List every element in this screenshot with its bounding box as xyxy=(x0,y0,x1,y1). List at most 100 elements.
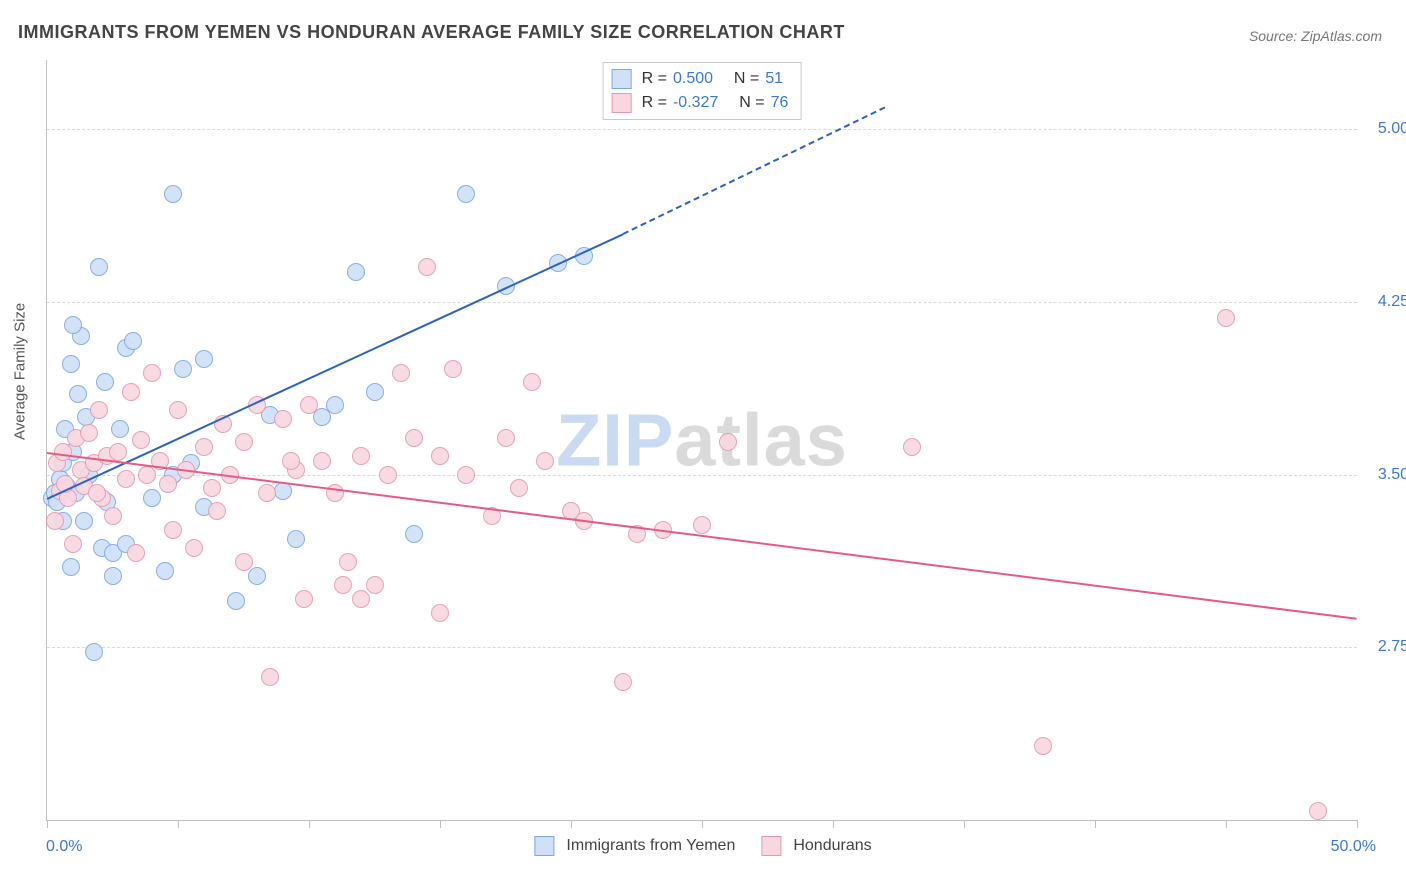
x-tick-mark xyxy=(702,820,703,828)
scatter-point-honduran xyxy=(1034,737,1052,755)
scatter-point-honduran xyxy=(185,539,203,557)
gridline-h xyxy=(47,475,1357,476)
r-label: R = xyxy=(642,91,667,115)
n-value-honduran: 76 xyxy=(771,91,789,115)
scatter-point-honduran xyxy=(352,447,370,465)
scatter-point-yemen xyxy=(62,355,80,373)
legend-swatch-honduran xyxy=(761,836,781,856)
scatter-point-honduran xyxy=(444,360,462,378)
gridline-h xyxy=(47,129,1357,130)
scatter-point-yemen xyxy=(457,185,475,203)
scatter-point-honduran xyxy=(418,258,436,276)
scatter-point-honduran xyxy=(903,438,921,456)
scatter-point-honduran xyxy=(300,396,318,414)
legend-label-yemen: Immigrants from Yemen xyxy=(566,837,735,855)
scatter-point-honduran xyxy=(334,576,352,594)
scatter-point-honduran xyxy=(122,383,140,401)
n-value-yemen: 51 xyxy=(765,67,783,91)
scatter-point-yemen xyxy=(124,332,142,350)
chart-title: IMMIGRANTS FROM YEMEN VS HONDURAN AVERAG… xyxy=(18,22,845,43)
scatter-point-yemen xyxy=(248,567,266,585)
scatter-point-honduran xyxy=(497,429,515,447)
scatter-point-yemen xyxy=(69,385,87,403)
scatter-point-yemen xyxy=(227,592,245,610)
scatter-point-honduran xyxy=(693,516,711,534)
stats-legend-box: R = 0.500 N = 51 R = -0.327 N = 76 xyxy=(603,62,802,120)
scatter-point-honduran xyxy=(90,401,108,419)
gridline-h xyxy=(47,647,1357,648)
trend-line xyxy=(623,106,886,234)
stats-row-honduran: R = -0.327 N = 76 xyxy=(612,91,789,115)
scatter-point-honduran xyxy=(203,479,221,497)
scatter-point-honduran xyxy=(431,447,449,465)
bottom-legend: Immigrants from Yemen Hondurans xyxy=(534,836,871,856)
scatter-point-honduran xyxy=(164,521,182,539)
scatter-point-honduran xyxy=(159,475,177,493)
scatter-point-honduran xyxy=(88,484,106,502)
scatter-point-honduran xyxy=(46,512,64,530)
legend-swatch-yemen xyxy=(534,836,554,856)
scatter-point-honduran xyxy=(169,401,187,419)
scatter-point-honduran xyxy=(80,424,98,442)
scatter-point-honduran xyxy=(235,433,253,451)
x-axis-max-label: 50.0% xyxy=(1331,838,1376,856)
scatter-point-yemen xyxy=(164,185,182,203)
scatter-point-honduran xyxy=(235,553,253,571)
scatter-point-honduran xyxy=(457,466,475,484)
plot-area: ZIPatlas R = 0.500 N = 51 R = -0.327 N =… xyxy=(46,60,1357,821)
scatter-point-honduran xyxy=(1217,309,1235,327)
watermark: ZIPatlas xyxy=(556,398,848,483)
x-tick-mark xyxy=(440,820,441,828)
scatter-point-honduran xyxy=(719,433,737,451)
scatter-point-yemen xyxy=(347,263,365,281)
y-tick-label: 5.00 xyxy=(1363,120,1406,138)
scatter-point-yemen xyxy=(326,396,344,414)
x-tick-mark xyxy=(571,820,572,828)
x-tick-mark xyxy=(178,820,179,828)
scatter-point-honduran xyxy=(352,590,370,608)
scatter-point-yemen xyxy=(85,643,103,661)
scatter-point-yemen xyxy=(75,512,93,530)
scatter-point-honduran xyxy=(109,443,127,461)
stats-row-yemen: R = 0.500 N = 51 xyxy=(612,67,789,91)
y-tick-label: 2.75 xyxy=(1363,638,1406,656)
n-label: N = xyxy=(739,91,764,115)
scatter-point-honduran xyxy=(366,576,384,594)
r-label: R = xyxy=(642,67,667,91)
scatter-point-yemen xyxy=(195,350,213,368)
scatter-point-yemen xyxy=(143,489,161,507)
gridline-h xyxy=(47,302,1357,303)
scatter-point-honduran xyxy=(405,429,423,447)
scatter-point-honduran xyxy=(295,590,313,608)
chart-container: IMMIGRANTS FROM YEMEN VS HONDURAN AVERAG… xyxy=(0,0,1406,892)
scatter-point-yemen xyxy=(96,373,114,391)
swatch-honduran xyxy=(612,93,632,113)
scatter-point-yemen xyxy=(405,525,423,543)
x-tick-mark xyxy=(964,820,965,828)
scatter-point-yemen xyxy=(62,558,80,576)
scatter-point-honduran xyxy=(339,553,357,571)
y-tick-label: 4.25 xyxy=(1363,293,1406,311)
scatter-point-honduran xyxy=(282,452,300,470)
x-tick-mark xyxy=(309,820,310,828)
scatter-point-yemen xyxy=(156,562,174,580)
scatter-point-honduran xyxy=(261,668,279,686)
scatter-point-honduran xyxy=(138,466,156,484)
scatter-point-yemen xyxy=(90,258,108,276)
scatter-point-yemen xyxy=(287,530,305,548)
scatter-point-honduran xyxy=(132,431,150,449)
x-axis-min-label: 0.0% xyxy=(46,838,82,856)
scatter-point-honduran xyxy=(127,544,145,562)
x-tick-mark xyxy=(1226,820,1227,828)
scatter-point-honduran xyxy=(392,364,410,382)
watermark-post: atlas xyxy=(674,399,848,482)
x-tick-mark xyxy=(1095,820,1096,828)
y-axis-label: Average Family Size xyxy=(12,303,29,440)
scatter-point-honduran xyxy=(104,507,122,525)
scatter-point-honduran xyxy=(143,364,161,382)
y-tick-label: 3.50 xyxy=(1363,466,1406,484)
legend-label-honduran: Hondurans xyxy=(793,837,871,855)
scatter-point-honduran xyxy=(1309,802,1327,820)
scatter-point-honduran xyxy=(523,373,541,391)
r-value-honduran: -0.327 xyxy=(673,91,718,115)
